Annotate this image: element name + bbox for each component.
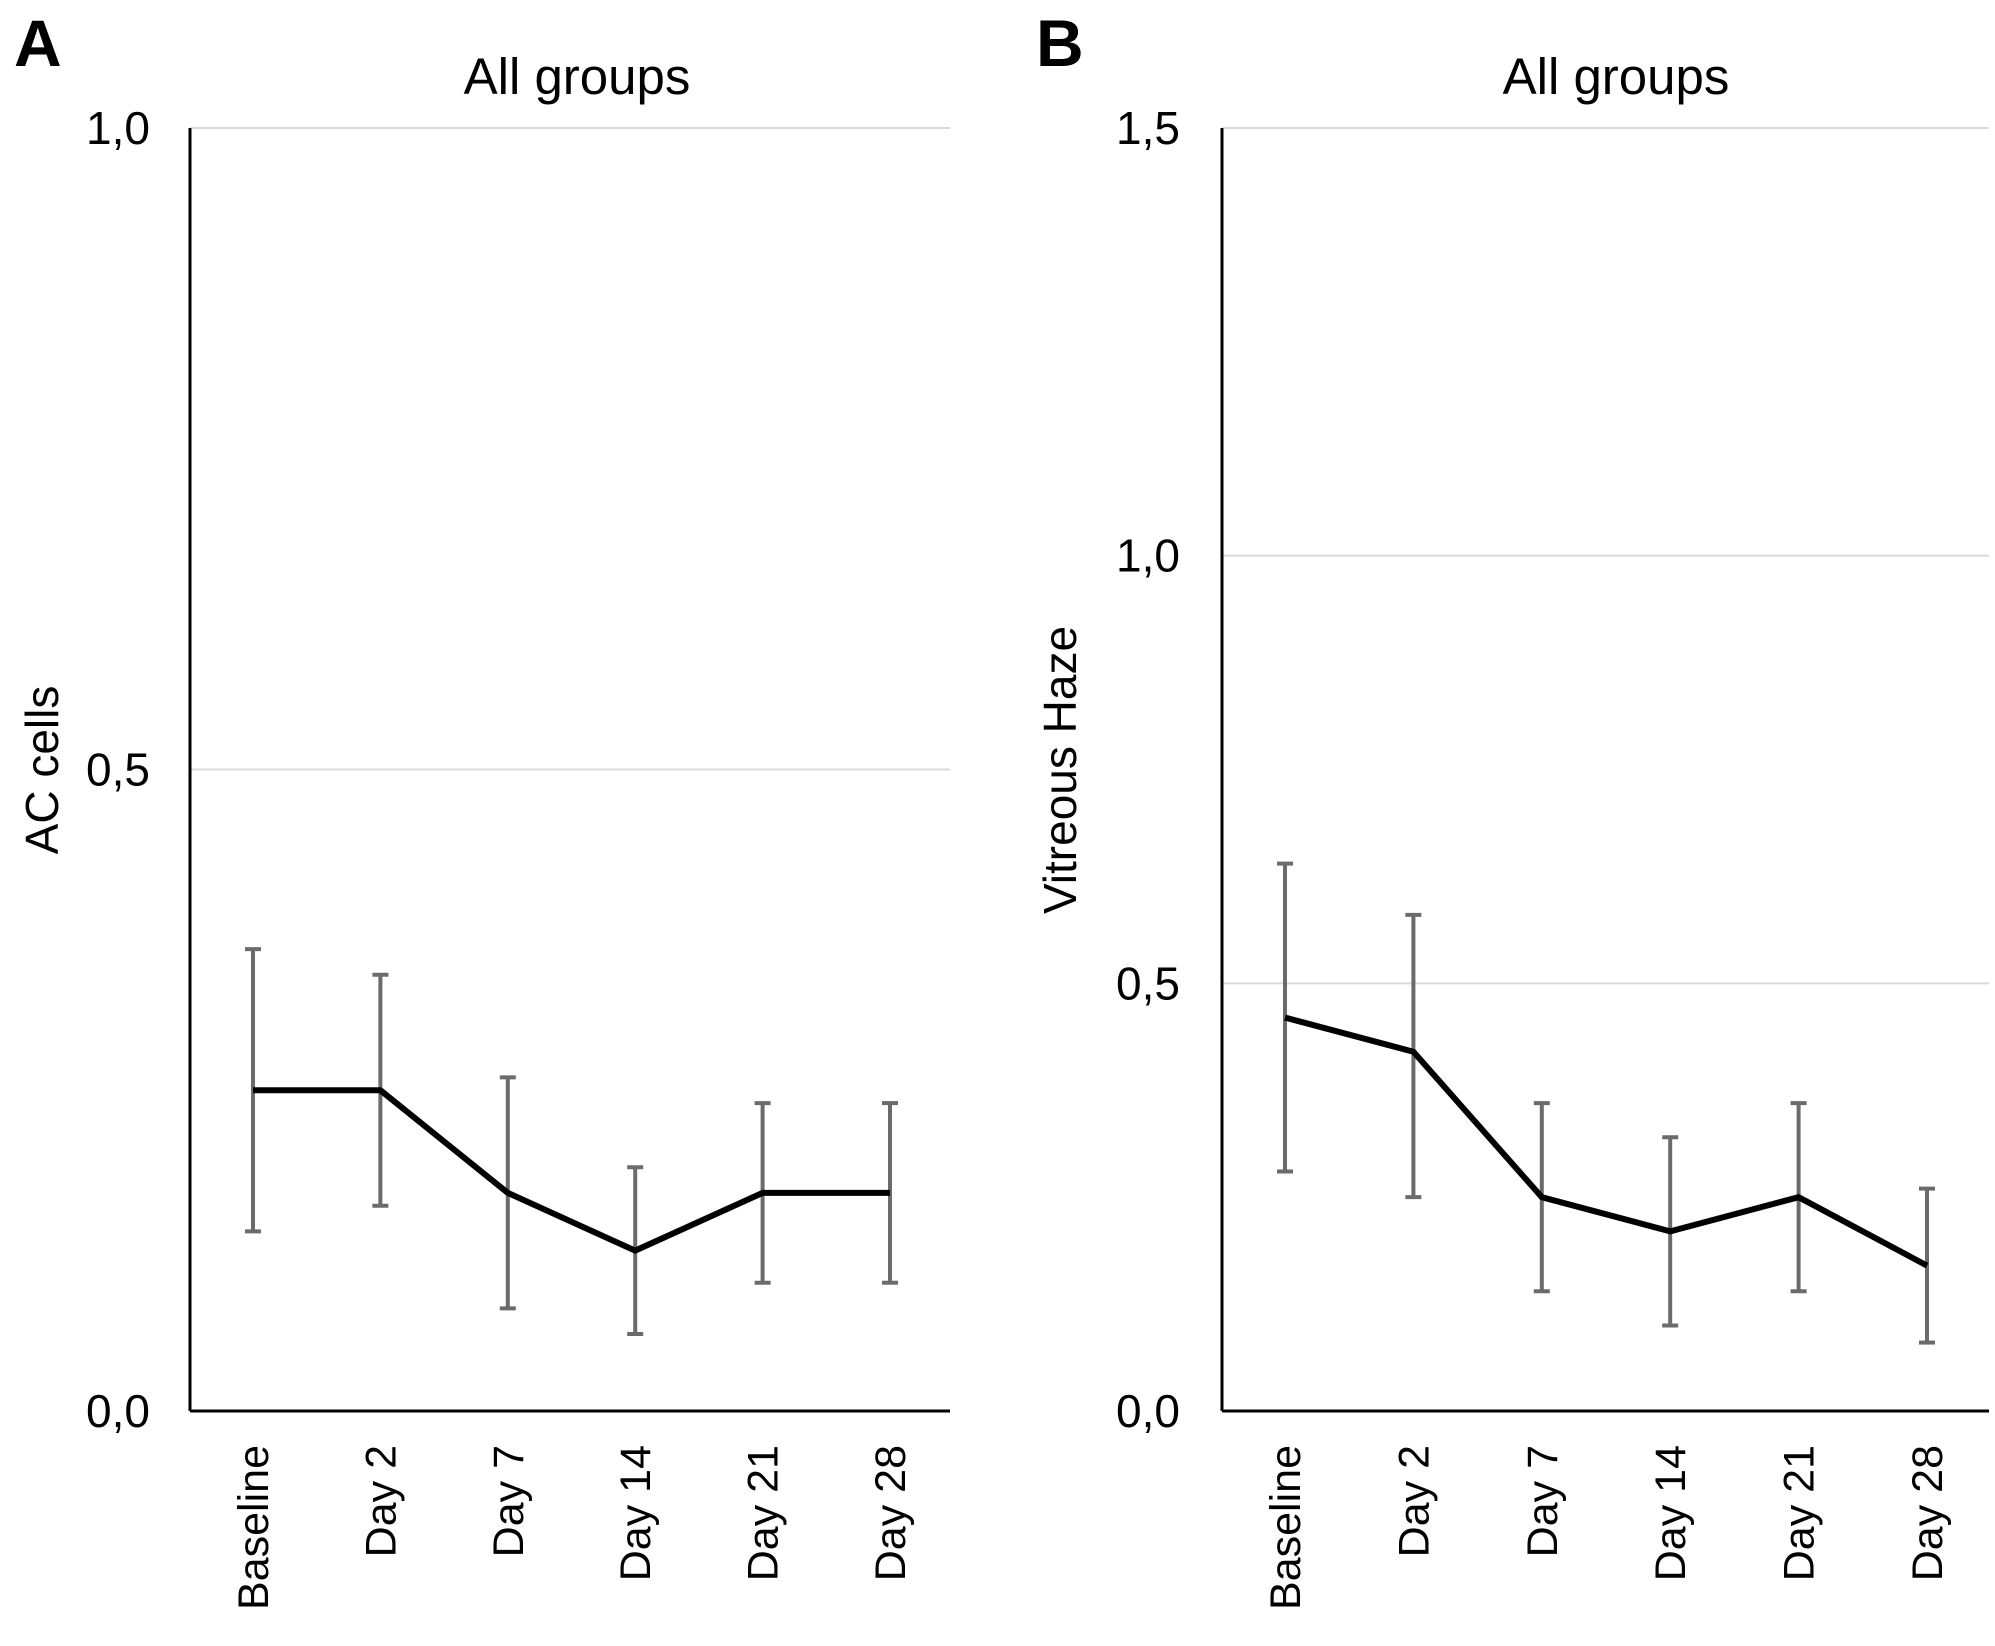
panel-a-x-tick-label: Baseline [230, 1445, 278, 1610]
panel-b-y-tick-label: 0,0 [1116, 1385, 1180, 1437]
panel-b-x-tick-label: Day 2 [1390, 1445, 1438, 1557]
panel-b-error-bars [1277, 861, 1935, 1345]
panel-b-x-tick-label: Day 21 [1776, 1445, 1824, 1581]
panel-b-y-ticks: 0,0 0,5 1,0 1,5 [1116, 102, 1180, 1437]
panel-b-y-tick-label: 0,5 [1116, 957, 1180, 1009]
panel-a-series [253, 1087, 890, 1254]
panel-a: A All groups AC cells 0,0 0,5 1,0 Baseline… [14, 6, 950, 1610]
panel-a-y-tick-label: 0,0 [86, 1385, 150, 1437]
panel-a-x-tick-label: Day 7 [485, 1445, 533, 1557]
panel-a-x-tick-label: Day 21 [740, 1445, 788, 1581]
panel-b-y-tick-label: 1,5 [1116, 102, 1180, 154]
panel-b: B All groups Vitreous Haze 0,00,51,01,5 … [1034, 6, 1989, 1610]
panel-a-x-tick-label: Day 2 [357, 1445, 405, 1557]
panel-a-x-tick-label: Day 28 [867, 1445, 915, 1581]
panel-a-y-ticks: 0,0 0,5 1,0 [86, 102, 150, 1437]
panel-b-title: All groups [1503, 48, 1730, 105]
panel-b-x-tick-label: Baseline [1262, 1445, 1310, 1610]
panel-a-error-bars [245, 947, 898, 1337]
panel-b-letter: B [1036, 6, 1084, 80]
panel-b-x-tick-labels: Baseline Day 2 Day 7 Day 14 Day 21 Day 28 [1262, 1445, 1952, 1610]
panel-a-title: All groups [464, 48, 691, 105]
panel-a-gridlines [190, 127, 950, 771]
panel-a-y-axis-label: AC cells [16, 686, 68, 855]
panel-a-y-tick-label: 0,5 [86, 744, 150, 796]
panel-b-series [1284, 1014, 1929, 1269]
panel-b-series-line [1284, 1014, 1929, 1269]
panel-b-gridlines [1222, 127, 1989, 985]
panel-b-y-tick-label: 1,0 [1116, 530, 1180, 582]
panel-a-y-tick-label: 1,0 [86, 102, 150, 154]
panel-b-x-tick-label: Day 28 [1904, 1445, 1952, 1581]
panel-b-x-tick-label: Day 7 [1519, 1445, 1567, 1557]
panel-a-letter: A [14, 6, 62, 80]
panel-b-y-axis-label: Vitreous Haze [1034, 626, 1086, 914]
panel-a-series-line [253, 1087, 890, 1254]
panel-b-x-tick-label: Day 14 [1647, 1445, 1695, 1581]
panel-a-x-tick-label: Day 14 [612, 1445, 660, 1581]
panel-a-x-tick-labels: Baseline Day 2 Day 7 Day 14 Day 21 Day 28 [230, 1445, 915, 1610]
